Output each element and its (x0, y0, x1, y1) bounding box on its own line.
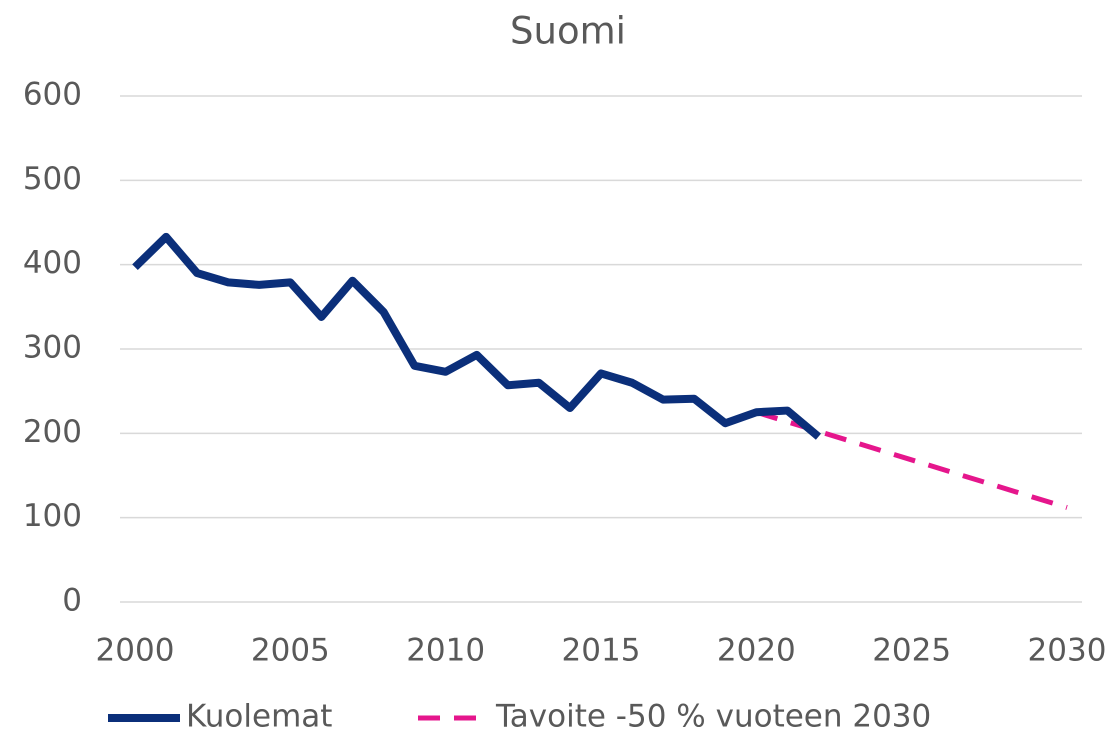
x-tick-label: 2000 (96, 633, 175, 669)
x-tick-label: 2015 (562, 633, 641, 669)
legend-label: Tavoite -50 % vuoteen 2030 (495, 699, 931, 734)
y-tick-label: 100 (23, 498, 82, 534)
y-tick-label: 400 (23, 245, 82, 281)
x-tick-label: 2005 (251, 633, 330, 669)
x-tick-label: 2025 (872, 633, 951, 669)
y-tick-label: 200 (23, 414, 82, 450)
x-tick-label: 2030 (1028, 633, 1107, 669)
y-tick-label: 300 (23, 330, 82, 366)
y-tick-label: 600 (23, 77, 82, 113)
chart-title: Suomi (510, 10, 626, 53)
legend-label: Kuolemat (186, 699, 332, 734)
x-tick-label: 2020 (717, 633, 796, 669)
series-line (132, 232, 822, 440)
y-tick-label: 0 (62, 583, 82, 619)
y-tick-label: 500 (23, 161, 82, 197)
x-tick-label: 2010 (406, 633, 485, 669)
